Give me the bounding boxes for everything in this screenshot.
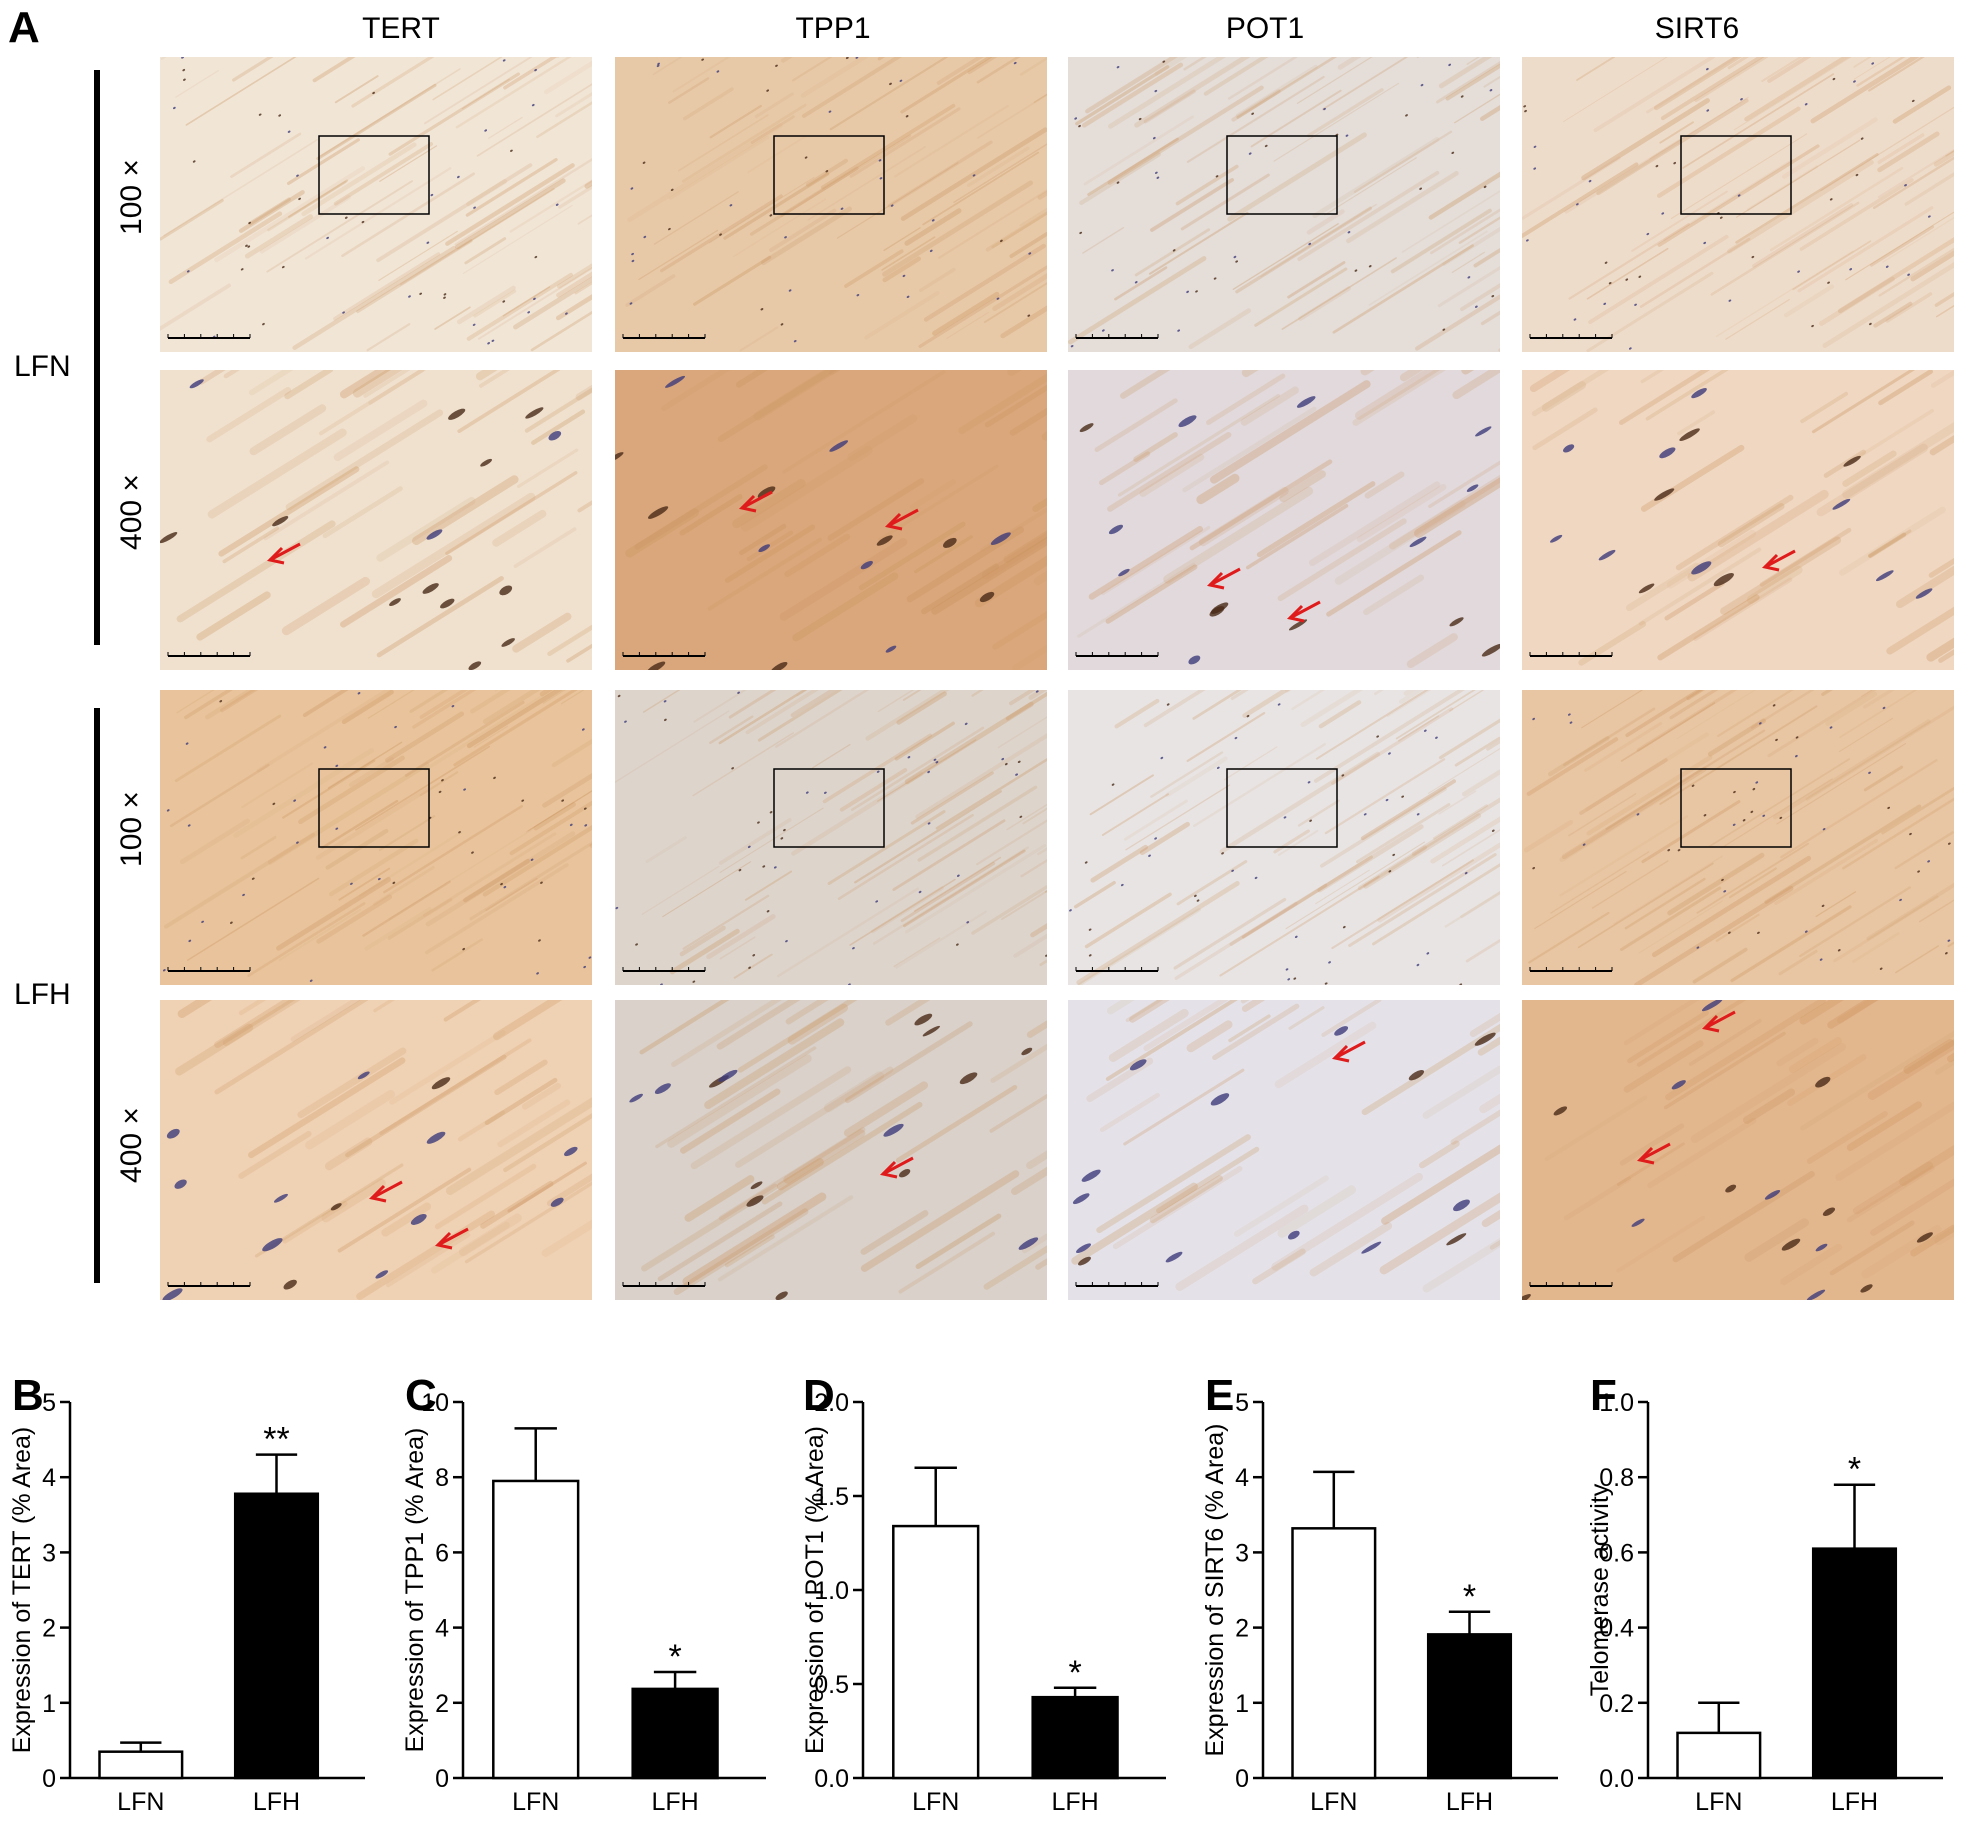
x-tick-label: LFN bbox=[1310, 1788, 1357, 1816]
y-axis-label: Telomerase activity bbox=[1586, 1483, 1614, 1696]
y-tick-label: 5 bbox=[1235, 1389, 1249, 1417]
y-tick-label: 5 bbox=[42, 1389, 56, 1417]
micrograph-panel bbox=[1522, 690, 1954, 985]
magnification-label-lfn-400: 400 × bbox=[115, 432, 149, 592]
group-bracket-lfn bbox=[94, 70, 100, 645]
column-header-pot1: POT1 bbox=[1050, 12, 1480, 46]
significance-marker: * bbox=[668, 1638, 681, 1676]
panel-label: B bbox=[12, 1371, 44, 1420]
micrograph-panel bbox=[160, 370, 592, 670]
bar-lfn bbox=[100, 1752, 183, 1778]
micrograph-panel bbox=[1522, 57, 1954, 352]
bar-lfh bbox=[633, 1689, 718, 1778]
micrograph-panel bbox=[160, 1000, 592, 1300]
micrograph-panel bbox=[615, 690, 1047, 985]
significance-marker: * bbox=[1848, 1451, 1861, 1489]
micrograph-panel bbox=[615, 1000, 1047, 1300]
y-tick-label: 0.0 bbox=[1599, 1765, 1634, 1793]
bar-lfh bbox=[1033, 1697, 1118, 1778]
magnification-label-lfn-100: 100 × bbox=[115, 117, 149, 277]
x-tick-label: LFN bbox=[912, 1788, 959, 1816]
group-label-lfh: LFH bbox=[14, 978, 71, 1012]
x-tick-label: LFN bbox=[1695, 1788, 1742, 1816]
y-tick-label: 8 bbox=[435, 1464, 449, 1492]
micrograph-panel bbox=[160, 57, 592, 352]
y-tick-label: 0 bbox=[1235, 1765, 1249, 1793]
micrograph-panel bbox=[1522, 370, 1954, 670]
y-tick-label: 1.0 bbox=[1599, 1389, 1634, 1417]
x-tick-label: LFN bbox=[117, 1788, 164, 1816]
y-tick-label: 3 bbox=[42, 1539, 56, 1567]
y-tick-label: 3 bbox=[1235, 1539, 1249, 1567]
x-tick-label: LFH bbox=[1051, 1788, 1098, 1816]
panel-label: E bbox=[1205, 1371, 1234, 1420]
y-axis-label: Expression of SIRT6 (% Area) bbox=[1201, 1423, 1229, 1756]
bar-lfn bbox=[1293, 1528, 1376, 1778]
magnification-label-lfh-100: 100 × bbox=[115, 749, 149, 909]
x-tick-label: LFH bbox=[253, 1788, 300, 1816]
bar-lfn bbox=[893, 1526, 978, 1778]
y-axis-label: Expression of POT1 (% Area) bbox=[801, 1426, 829, 1754]
column-header-sirt6: SIRT6 bbox=[1482, 12, 1912, 46]
y-axis-label: Expression of TERT (% Area) bbox=[8, 1427, 36, 1754]
y-tick-label: 2 bbox=[1235, 1615, 1249, 1643]
column-header-tpp1: TPP1 bbox=[618, 12, 1048, 46]
group-label-lfn: LFN bbox=[14, 350, 71, 384]
bar-lfh bbox=[1428, 1634, 1511, 1778]
y-tick-label: 4 bbox=[42, 1464, 56, 1492]
micrograph-panel bbox=[1068, 370, 1500, 670]
micrograph-panel bbox=[1068, 57, 1500, 352]
y-tick-label: 4 bbox=[435, 1615, 449, 1643]
significance-marker: * bbox=[1068, 1654, 1081, 1692]
y-tick-label: 6 bbox=[435, 1539, 449, 1567]
micrograph-panel bbox=[160, 690, 592, 985]
column-header-tert: TERT bbox=[186, 12, 616, 46]
y-tick-label: 2.0 bbox=[814, 1389, 849, 1417]
significance-marker: * bbox=[1463, 1578, 1476, 1616]
y-tick-label: 0 bbox=[435, 1765, 449, 1793]
x-tick-label: LFN bbox=[512, 1788, 559, 1816]
y-tick-label: 10 bbox=[421, 1389, 449, 1417]
y-axis-label: Expression of TPP1 (% Area) bbox=[401, 1428, 429, 1753]
significance-marker: ** bbox=[263, 1421, 289, 1459]
y-tick-label: 0.0 bbox=[814, 1765, 849, 1793]
micrograph-panel bbox=[1068, 690, 1500, 985]
y-tick-label: 0 bbox=[42, 1765, 56, 1793]
bar-lfn bbox=[1678, 1733, 1761, 1778]
y-tick-label: 4 bbox=[1235, 1464, 1249, 1492]
micrograph-panel bbox=[1522, 1000, 1954, 1300]
y-tick-label: 2 bbox=[435, 1690, 449, 1718]
x-tick-label: LFH bbox=[1831, 1788, 1878, 1816]
micrograph-panel bbox=[615, 57, 1047, 352]
y-tick-label: 1 bbox=[1235, 1690, 1249, 1718]
x-tick-label: LFH bbox=[1446, 1788, 1493, 1816]
panel-label-a: A bbox=[8, 6, 40, 50]
micrograph-panel bbox=[1068, 1000, 1500, 1300]
micrograph-panel bbox=[615, 370, 1047, 670]
bar-lfh bbox=[235, 1494, 318, 1778]
magnification-label-lfh-400: 400 × bbox=[115, 1065, 149, 1225]
bar-lfn bbox=[493, 1481, 578, 1778]
x-tick-label: LFH bbox=[651, 1788, 698, 1816]
group-bracket-lfh bbox=[94, 708, 100, 1283]
y-tick-label: 1 bbox=[42, 1690, 56, 1718]
y-tick-label: 2 bbox=[42, 1615, 56, 1643]
bar-lfh bbox=[1813, 1549, 1896, 1778]
